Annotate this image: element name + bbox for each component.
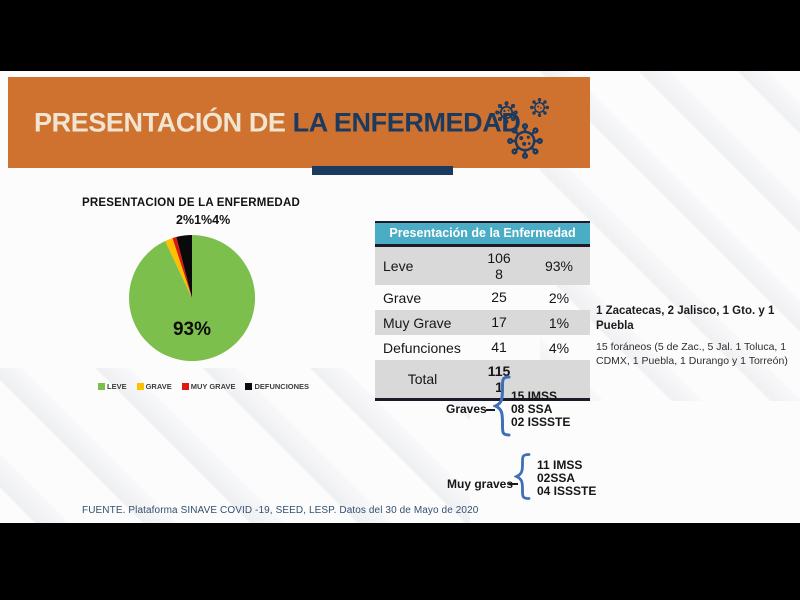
legend-label-grave: GRAVE	[145, 382, 172, 391]
graves-brace	[493, 375, 511, 437]
title-banner: PRESENTACIÓN DE LA ENFERMEDAD	[8, 77, 590, 168]
legend-label-muy-grave: MUY GRAVE	[190, 382, 236, 391]
table-cell-value: 1151	[470, 363, 528, 395]
muy-graves-item: 04 ISSSTE	[537, 484, 597, 498]
graves-item: 15 IMSS	[511, 389, 558, 403]
table-cell-label: Leve	[383, 258, 414, 274]
slide-title: PRESENTACIÓN DE LA ENFERMEDAD	[34, 107, 521, 138]
pie-legend: LEVE GRAVE MUY GRAVE DEFUNCIONES	[98, 382, 309, 391]
virus-icon-large	[505, 121, 545, 161]
table-row: Defunciones 41 4%	[375, 335, 590, 360]
legend-swatch-muy-grave	[181, 383, 189, 390]
presentation-table: Presentación de la Enfermedad Leve 1068 …	[375, 221, 590, 401]
legend-label-leve: LEVE	[107, 382, 127, 391]
graves-group-items: 15 IMSS 08 SSA 02 ISSSTE	[511, 390, 570, 429]
table-cell-percent: 93%	[544, 258, 574, 274]
pie-small-slice-labels: 2%1%4%	[176, 213, 231, 227]
table-cell-value-text: 1068	[487, 249, 511, 282]
legend-swatch-leve	[98, 383, 105, 390]
graves-group-label: Graves	[446, 402, 487, 416]
legend-swatch-defunciones	[245, 383, 253, 390]
table-cell-percent: 1%	[548, 314, 570, 331]
legend-item-leve: LEVE	[98, 382, 127, 391]
letterbox-bottom	[0, 523, 800, 600]
pie-slice-leve	[129, 234, 256, 361]
virus-icon-small-2	[529, 97, 550, 118]
slide: PRESENTACIÓN DE LA ENFERMEDAD	[0, 71, 800, 523]
table-cell-percent: 2%	[548, 289, 570, 306]
side-note-states: 1 Zacatecas, 2 Jalisco, 1 Gto. y 1 Puebl…	[596, 305, 775, 332]
source-footer: FUENTE. Plataforma SINAVE COVID -19, SEE…	[82, 505, 479, 516]
muy-graves-group-items: 11 IMSS 02SSA 04 ISSSTE	[537, 459, 596, 498]
table-cell-value-text: 1151	[487, 362, 511, 395]
legend-label-defunciones: DEFUNCIONES	[254, 382, 310, 391]
muy-graves-item: 11 IMSS	[537, 458, 583, 472]
banner-accent-bar	[312, 166, 453, 175]
muy-graves-group-label: Muy graves	[447, 477, 514, 491]
table-cell-value-text: 41	[491, 339, 507, 356]
virus-icon-small-1	[494, 100, 519, 125]
pie-slice-defunciones	[176, 235, 192, 298]
pie-chart-svg	[129, 234, 256, 361]
table-header: Presentación de la Enfermedad	[375, 221, 590, 247]
legend-swatch-grave	[136, 383, 144, 390]
legend-item-defunciones: DEFUNCIONES	[245, 382, 309, 391]
table-cell-value: 17	[470, 314, 528, 330]
graves-item: 08 SSA	[511, 402, 553, 416]
graves-item: 02 ISSSTE	[511, 415, 571, 429]
letterbox-top	[0, 0, 800, 71]
table-cell-value: 41	[470, 339, 528, 355]
table-row-total: Total 1151	[375, 360, 590, 398]
table-row: Muy Grave 17 1%	[375, 310, 590, 335]
table-cell-label: Total	[407, 371, 438, 387]
slide-title-emphasis: LA ENFERMEDAD	[292, 107, 521, 137]
pie-chart: 93%	[127, 233, 257, 363]
table-cell-value: 1068	[470, 250, 528, 282]
side-note-foraneos: 15 foráneos (5 de Zac., 5 Jal. 1 Toluca,…	[596, 340, 788, 367]
pie-slice-grave	[165, 238, 192, 298]
muy-graves-group-dash	[509, 483, 518, 485]
pie-slice-muy-grave	[172, 237, 192, 298]
table-cell-label: Defunciones	[383, 339, 461, 356]
table-row: Grave 25 2%	[375, 285, 590, 310]
muy-graves-item: 02SSA	[537, 471, 576, 485]
slide-title-prefix: PRESENTACIÓN DE	[34, 107, 293, 137]
legend-item-muy-grave: MUY GRAVE	[181, 382, 236, 391]
pie-chart-title: PRESENTACION DE LA ENFERMEDAD	[82, 197, 300, 209]
pie-main-percent-label: 93%	[172, 319, 212, 340]
table-cell-value: 25	[470, 289, 528, 305]
legend-item-grave: GRAVE	[136, 382, 172, 391]
table-cell-percent: 4%	[548, 339, 570, 356]
graves-group-dash	[486, 409, 495, 411]
table-cell-label: Muy Grave	[383, 314, 452, 331]
table-cell-value-text: 17	[491, 314, 507, 331]
table-row: Leve 1068 93%	[375, 247, 590, 285]
table-cell-label: Grave	[383, 289, 422, 306]
muy-graves-brace	[514, 453, 531, 500]
side-notes: 1 Zacatecas, 2 Jalisco, 1 Gto. y 1 Puebl…	[596, 304, 788, 369]
table-cell-value-text: 25	[491, 289, 507, 306]
